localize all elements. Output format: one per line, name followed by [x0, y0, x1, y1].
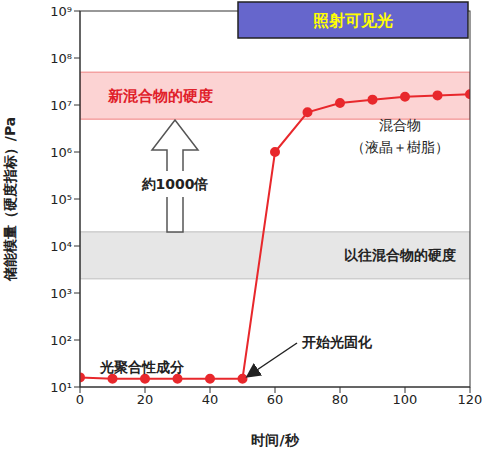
svg-text:开始光固化: 开始光固化 — [301, 334, 373, 350]
svg-text:10⁶: 10⁶ — [50, 145, 72, 160]
svg-text:照射可见光: 照射可见光 — [313, 11, 393, 30]
svg-text:光聚合性成分: 光聚合性成分 — [99, 359, 185, 375]
svg-text:储能模量（硬度指标）/Pa: 储能模量（硬度指标）/Pa — [8, 117, 18, 282]
svg-text:10⁷: 10⁷ — [50, 98, 72, 113]
svg-text:10¹: 10¹ — [50, 380, 72, 395]
svg-text:0: 0 — [76, 392, 84, 407]
svg-text:60: 60 — [267, 392, 284, 407]
svg-text:約1000倍: 約1000倍 — [141, 176, 209, 192]
svg-text:120: 120 — [458, 392, 483, 407]
svg-text:10⁸: 10⁸ — [50, 51, 72, 66]
svg-text:新混合物的硬度: 新混合物的硬度 — [107, 87, 213, 105]
svg-text:80: 80 — [332, 392, 349, 407]
svg-text:（液晶＋樹脂）: （液晶＋樹脂） — [351, 139, 449, 155]
svg-text:20: 20 — [137, 392, 154, 407]
svg-text:10⁹: 10⁹ — [50, 4, 72, 19]
svg-text:时间/秒: 时间/秒 — [251, 432, 299, 448]
svg-text:10²: 10² — [50, 333, 72, 348]
svg-text:混合物: 混合物 — [379, 117, 421, 133]
svg-text:100: 100 — [393, 392, 418, 407]
svg-text:10⁴: 10⁴ — [50, 239, 72, 254]
svg-text:40: 40 — [202, 392, 219, 407]
svg-text:10⁵: 10⁵ — [50, 192, 72, 207]
svg-text:以往混合物的硬度: 以往混合物的硬度 — [344, 247, 456, 263]
svg-text:10³: 10³ — [50, 286, 72, 301]
